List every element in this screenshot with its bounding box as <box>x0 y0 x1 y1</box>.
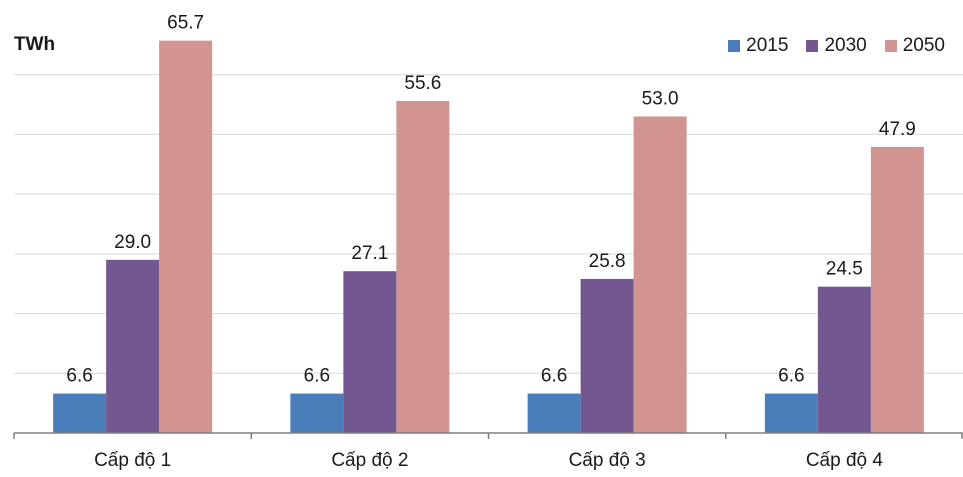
legend-item-2030: 2030 <box>806 35 867 57</box>
data-label: 65.7 <box>167 13 204 34</box>
bar-2030-1 <box>106 259 160 433</box>
data-label: 29.0 <box>114 232 151 253</box>
legend-swatch-2015 <box>728 40 741 52</box>
data-label: 24.5 <box>826 259 863 280</box>
data-label: 47.9 <box>879 119 916 140</box>
data-label: 53.0 <box>642 89 679 110</box>
bar-2030-4 <box>817 286 871 433</box>
data-label: 25.8 <box>589 251 626 272</box>
legend-item-2050: 2050 <box>884 35 945 57</box>
y-axis-unit-label: TWh <box>14 34 56 55</box>
bar-2030-3 <box>580 278 634 433</box>
bar-2015-4 <box>764 393 818 433</box>
data-label: 6.6 <box>541 366 567 387</box>
legend-label-2030: 2030 <box>824 35 867 56</box>
bar-2050-4 <box>870 146 924 433</box>
x-tick-label: Cấp độ 1 <box>94 450 171 471</box>
bar-2050-1 <box>159 40 213 433</box>
legend: 2015 2030 2050 <box>728 35 945 57</box>
data-label: 6.6 <box>66 366 92 387</box>
legend-swatch-2050 <box>884 40 897 52</box>
bar-2050-2 <box>396 100 450 433</box>
data-label: 6.6 <box>778 366 804 387</box>
data-label: 27.1 <box>351 243 388 264</box>
x-tick-label: Cấp độ 2 <box>331 450 408 471</box>
bar-2015-1 <box>53 393 107 433</box>
legend-label-2015: 2015 <box>746 35 789 56</box>
x-tick-label: Cấp độ 3 <box>569 450 646 471</box>
bar-2050-3 <box>633 116 687 433</box>
bar-2015-3 <box>527 393 581 433</box>
data-label: 55.6 <box>404 73 441 94</box>
x-tick-label: Cấp độ 4 <box>806 450 884 471</box>
legend-item-2015: 2015 <box>728 35 788 57</box>
bar-2030-2 <box>343 271 397 433</box>
bar-2015-2 <box>290 393 344 433</box>
legend-label-2050: 2050 <box>902 35 945 56</box>
legend-swatch-2030 <box>806 40 819 52</box>
data-label: 6.6 <box>304 366 330 387</box>
